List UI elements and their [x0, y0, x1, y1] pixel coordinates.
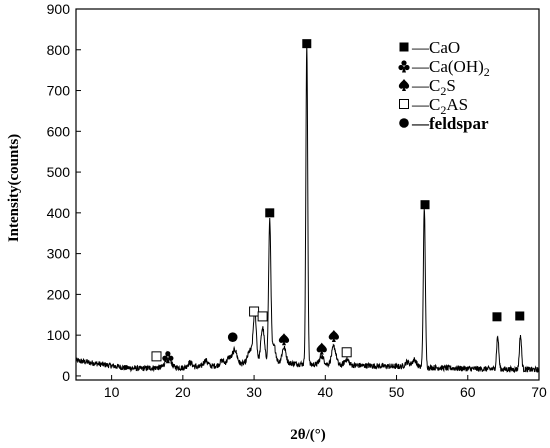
- filled-square-marker: [515, 311, 525, 321]
- peak-markers: [151, 39, 525, 364]
- axis-ticks: 10 20 30 40 50 60 7001002003004005006007008009…: [47, 1, 547, 400]
- legend-label: —C2S: [411, 76, 456, 98]
- plot-area: [75, 8, 540, 381]
- y-tick-label: 200: [47, 286, 71, 302]
- spade-marker: [398, 79, 410, 91]
- filled-square-marker: [492, 312, 502, 322]
- x-tick-label: 50: [389, 384, 405, 400]
- x-tick-label: 40: [318, 384, 334, 400]
- legend-label: —C2AS: [411, 95, 468, 117]
- club-marker: [162, 351, 174, 364]
- plot-frame: [75, 8, 540, 381]
- y-tick-label: 800: [47, 42, 71, 58]
- x-axis-title: 2θ/(°): [290, 427, 326, 443]
- filled-square-marker: [399, 42, 409, 52]
- x-tick-label: 30: [246, 384, 262, 400]
- open-square-marker: [399, 99, 409, 109]
- open-square-marker: [341, 347, 352, 358]
- x-tick-label: 10: [104, 384, 120, 400]
- y-tick-label: 400: [47, 205, 71, 221]
- filled-square-marker: [420, 200, 430, 210]
- x-tick-label: 60: [460, 384, 476, 400]
- y-tick-label: 0: [62, 368, 70, 384]
- y-tick-label: 700: [47, 83, 71, 99]
- y-tick-label: 100: [47, 327, 71, 343]
- spade-marker: [316, 342, 327, 355]
- spade-marker: [328, 329, 340, 342]
- y-tick-label: 600: [47, 123, 71, 139]
- legend-label: —Ca(OH)2: [411, 57, 490, 79]
- spade-marker: [278, 333, 290, 346]
- legend-label: —feldspar: [411, 114, 489, 133]
- filled-square-marker: [302, 39, 312, 49]
- xrd-spectrum-line: [75, 44, 540, 374]
- filled-circle-marker: [399, 118, 409, 128]
- open-square-marker: [249, 306, 260, 317]
- legend-label: —CaO: [411, 38, 460, 57]
- x-tick-label: 20: [175, 384, 191, 400]
- y-axis-title: Intensity(counts): [6, 134, 22, 242]
- open-square-marker: [151, 351, 162, 362]
- club-marker: [398, 60, 410, 73]
- filled-circle-marker: [227, 332, 238, 342]
- x-tick-label: 70: [531, 384, 547, 400]
- open-square-marker: [257, 311, 268, 322]
- legend: —CaO—Ca(OH)2—C2S—C2AS—feldspar: [398, 38, 490, 133]
- y-tick-label: 300: [47, 246, 71, 262]
- filled-square-marker: [265, 208, 275, 218]
- y-tick-label: 500: [47, 164, 71, 180]
- y-tick-label: 900: [47, 1, 71, 17]
